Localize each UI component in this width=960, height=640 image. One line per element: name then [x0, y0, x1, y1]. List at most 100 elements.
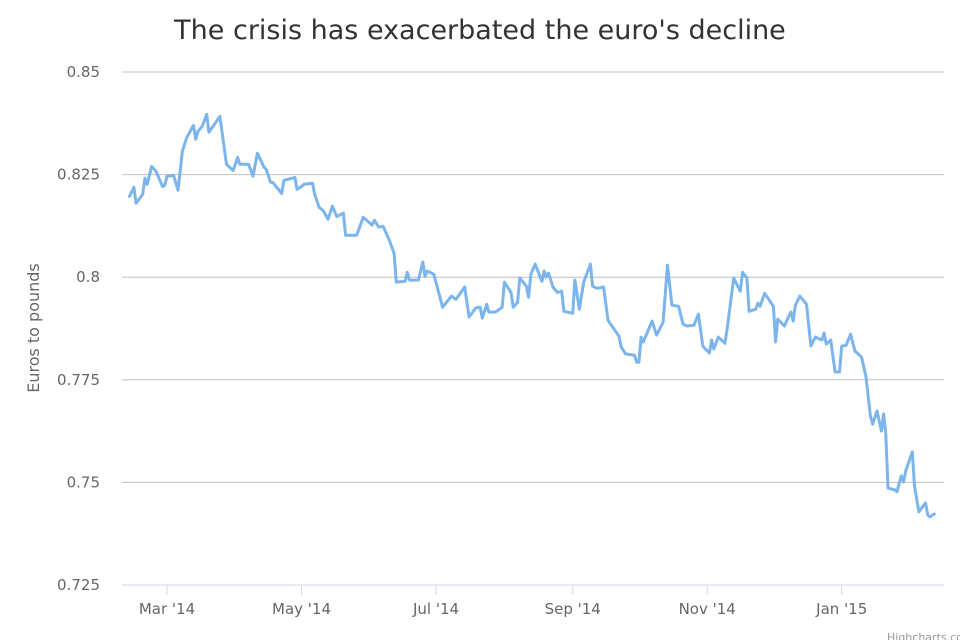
data-point	[792, 320, 795, 323]
x-axis: Mar '14 May '14 Jul '14 Sep '14 Nov '14 Jan '…	[122, 584, 944, 618]
data-point	[756, 302, 759, 305]
data-point	[677, 305, 680, 308]
data-point	[692, 324, 695, 327]
data-point	[823, 332, 826, 335]
data-point	[166, 175, 169, 178]
data-point	[840, 345, 843, 348]
chart-title: The crisis has exacerbated the euro's de…	[173, 15, 786, 46]
data-point	[263, 166, 266, 169]
data-point	[154, 170, 157, 173]
data-point	[928, 515, 931, 518]
data-point	[543, 270, 546, 273]
data-point	[501, 306, 504, 309]
data-point	[774, 341, 777, 344]
data-point	[177, 189, 180, 192]
data-point	[395, 281, 398, 284]
data-point	[607, 319, 610, 322]
data-point	[893, 488, 896, 491]
data-point	[860, 356, 863, 359]
data-point	[838, 371, 841, 374]
data-point	[132, 186, 135, 189]
data-point	[540, 280, 543, 283]
series-line	[128, 112, 936, 519]
data-point	[637, 361, 640, 364]
data-point	[172, 174, 175, 177]
data-point	[371, 224, 374, 227]
data-point	[313, 193, 316, 196]
data-point	[205, 113, 208, 116]
data-point	[527, 296, 530, 299]
data-point	[595, 287, 598, 290]
data-point	[282, 179, 285, 182]
data-point	[421, 261, 424, 264]
data-point	[388, 240, 391, 243]
data-point	[479, 306, 482, 309]
data-point	[620, 345, 623, 348]
data-point	[794, 304, 797, 307]
data-point	[454, 298, 457, 301]
data-point	[787, 315, 790, 318]
data-point	[633, 354, 636, 357]
data-point	[820, 338, 823, 341]
data-point	[926, 513, 929, 516]
x-tick-label: Nov '14	[679, 600, 736, 618]
data-point	[876, 409, 879, 412]
highcharts-credit[interactable]: Highcharts.com	[887, 631, 960, 640]
data-point	[146, 183, 149, 186]
data-point	[238, 163, 241, 166]
data-point	[207, 131, 210, 134]
data-point	[529, 273, 532, 276]
data-point	[726, 328, 729, 331]
data-point	[710, 338, 713, 341]
data-point	[551, 286, 554, 289]
data-point	[591, 285, 594, 288]
x-tick-label: Mar '14	[139, 600, 195, 618]
data-point	[849, 333, 852, 336]
data-point	[732, 277, 735, 280]
data-point	[382, 225, 385, 228]
data-point	[790, 311, 793, 314]
data-point	[717, 336, 720, 339]
data-point	[933, 513, 936, 516]
data-point	[326, 218, 329, 221]
data-point	[280, 192, 283, 195]
data-point	[525, 285, 528, 288]
y-tick-label: 0.775	[57, 371, 100, 389]
data-point	[686, 325, 689, 328]
data-point	[163, 184, 166, 187]
data-point	[578, 308, 581, 311]
data-point	[825, 343, 828, 346]
data-point	[534, 263, 537, 266]
data-point	[602, 286, 605, 289]
data-point	[393, 252, 396, 255]
data-point	[463, 286, 466, 289]
data-point	[545, 276, 548, 279]
data-point	[556, 291, 559, 294]
data-point	[302, 183, 305, 186]
data-point	[712, 348, 715, 351]
data-point	[651, 320, 654, 323]
data-point	[377, 226, 380, 229]
data-point	[917, 510, 920, 513]
data-point	[862, 366, 865, 369]
data-point	[192, 124, 195, 127]
data-point	[225, 163, 228, 166]
data-point	[331, 205, 334, 208]
data-point	[783, 325, 786, 328]
data-point	[829, 338, 832, 341]
data-point	[516, 301, 519, 304]
data-point	[640, 336, 643, 339]
data-point	[150, 165, 153, 168]
data-point	[432, 273, 435, 276]
data-point	[869, 414, 872, 417]
data-point	[512, 306, 515, 309]
data-point	[185, 136, 188, 139]
x-tick-label: May '14	[272, 600, 331, 618]
data-point	[311, 182, 314, 185]
data-point	[201, 125, 204, 128]
data-point	[232, 169, 235, 172]
data-point	[701, 345, 704, 348]
data-point	[503, 281, 506, 284]
data-point	[798, 295, 801, 298]
